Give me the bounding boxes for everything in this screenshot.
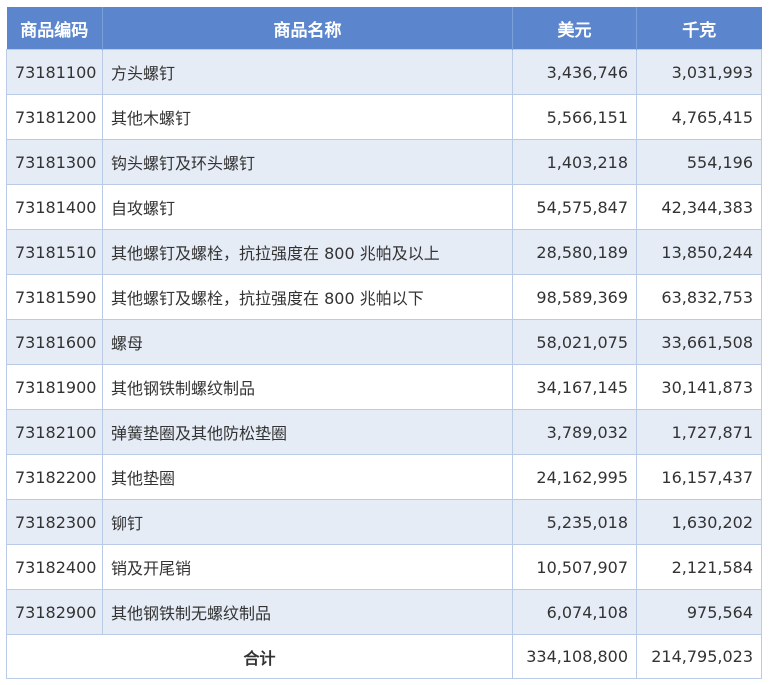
row-name: 螺母 — [102, 319, 513, 365]
row-usd: 34,167,145 — [512, 364, 637, 410]
header-name: 商品名称 — [102, 7, 513, 50]
table-row: 73181600 螺母 58,021,075 33,661,508 — [6, 319, 762, 365]
table-row: 73181300 钩头螺钉及环头螺钉 1,403,218 554,196 — [6, 139, 762, 185]
row-code: 73181400 — [6, 184, 103, 230]
row-usd: 28,580,189 — [512, 229, 637, 275]
import-table: 商品编码 商品名称 美元 千克 73181100 方头螺钉 3,436,746 3,0… — [6, 7, 762, 679]
row-usd: 3,789,032 — [512, 409, 637, 455]
total-usd: 334,108,800 — [512, 634, 637, 679]
table-row: 73182300 铆钉 5,235,018 1,630,202 — [6, 499, 762, 545]
row-name: 钩头螺钉及环头螺钉 — [102, 139, 513, 185]
row-name: 铆钉 — [102, 499, 513, 545]
row-code: 73182300 — [6, 499, 103, 545]
header-code: 商品编码 — [6, 7, 103, 50]
table-row: 73182900 其他钢铁制无螺纹制品 6,074,108 975,564 — [6, 589, 762, 635]
table-row: 73181100 方头螺钉 3,436,746 3,031,993 — [6, 49, 762, 95]
header-kg: 千克 — [636, 7, 762, 50]
row-kg: 3,031,993 — [636, 49, 762, 95]
row-kg: 975,564 — [636, 589, 762, 635]
row-kg: 4,765,415 — [636, 94, 762, 140]
row-code: 73181600 — [6, 319, 103, 365]
row-code: 73181510 — [6, 229, 103, 275]
row-name: 其他钢铁制无螺纹制品 — [102, 589, 513, 635]
row-name: 其他螺钉及螺栓，抗拉强度在 800 兆帕及以上 — [102, 229, 513, 275]
row-name: 其他木螺钉 — [102, 94, 513, 140]
row-usd: 58,021,075 — [512, 319, 637, 365]
row-usd: 10,507,907 — [512, 544, 637, 590]
header-usd: 美元 — [512, 7, 637, 50]
row-code: 73182400 — [6, 544, 103, 590]
row-code: 73181590 — [6, 274, 103, 320]
total-kg: 214,795,023 — [636, 634, 762, 679]
row-usd: 1,403,218 — [512, 139, 637, 185]
row-kg: 63,832,753 — [636, 274, 762, 320]
row-name: 其他螺钉及螺栓，抗拉强度在 800 兆帕以下 — [102, 274, 513, 320]
row-usd: 24,162,995 — [512, 454, 637, 500]
row-code: 73182900 — [6, 589, 103, 635]
row-kg: 42,344,383 — [636, 184, 762, 230]
row-kg: 2,121,584 — [636, 544, 762, 590]
row-name: 弹簧垫圈及其他防松垫圈 — [102, 409, 513, 455]
row-name: 方头螺钉 — [102, 49, 513, 95]
row-usd: 54,575,847 — [512, 184, 637, 230]
row-usd: 3,436,746 — [512, 49, 637, 95]
table-row: 73182100 弹簧垫圈及其他防松垫圈 3,789,032 1,727,871 — [6, 409, 762, 455]
row-code: 73181300 — [6, 139, 103, 185]
row-code: 73182100 — [6, 409, 103, 455]
row-kg: 16,157,437 — [636, 454, 762, 500]
row-name: 其他钢铁制螺纹制品 — [102, 364, 513, 410]
row-kg: 1,630,202 — [636, 499, 762, 545]
row-code: 73181100 — [6, 49, 103, 95]
row-kg: 13,850,244 — [636, 229, 762, 275]
table-row: 73182400 销及开尾销 10,507,907 2,121,584 — [6, 544, 762, 590]
row-usd: 98,589,369 — [512, 274, 637, 320]
row-usd: 5,235,018 — [512, 499, 637, 545]
table-container: 商品编码 商品名称 美元 千克 73181100 方头螺钉 3,436,746 3,0… — [6, 7, 762, 679]
table-row: 73181400 自攻螺钉 54,575,847 42,344,383 — [6, 184, 762, 230]
row-name: 自攻螺钉 — [102, 184, 513, 230]
row-kg: 1,727,871 — [636, 409, 762, 455]
row-usd: 5,566,151 — [512, 94, 637, 140]
table-row: 73181590 其他螺钉及螺栓，抗拉强度在 800 兆帕以下 98,589,369… — [6, 274, 762, 320]
table-row: 73181510 其他螺钉及螺栓，抗拉强度在 800 兆帕及以上 28,580,18… — [6, 229, 762, 275]
total-row: 合计 334,108,800 214,795,023 — [6, 634, 762, 679]
row-usd: 6,074,108 — [512, 589, 637, 635]
table-row: 73182200 其他垫圈 24,162,995 16,157,437 — [6, 454, 762, 500]
table-row: 73181900 其他钢铁制螺纹制品 34,167,145 30,141,873 — [6, 364, 762, 410]
row-name: 销及开尾销 — [102, 544, 513, 590]
header-row: 商品编码 商品名称 美元 千克 — [6, 7, 762, 50]
total-label: 合计 — [6, 634, 513, 679]
row-code: 73182200 — [6, 454, 103, 500]
row-code: 73181200 — [6, 94, 103, 140]
table-row: 73181200 其他木螺钉 5,566,151 4,765,415 — [6, 94, 762, 140]
row-kg: 554,196 — [636, 139, 762, 185]
row-name: 其他垫圈 — [102, 454, 513, 500]
row-kg: 30,141,873 — [636, 364, 762, 410]
row-code: 73181900 — [6, 364, 103, 410]
row-kg: 33,661,508 — [636, 319, 762, 365]
